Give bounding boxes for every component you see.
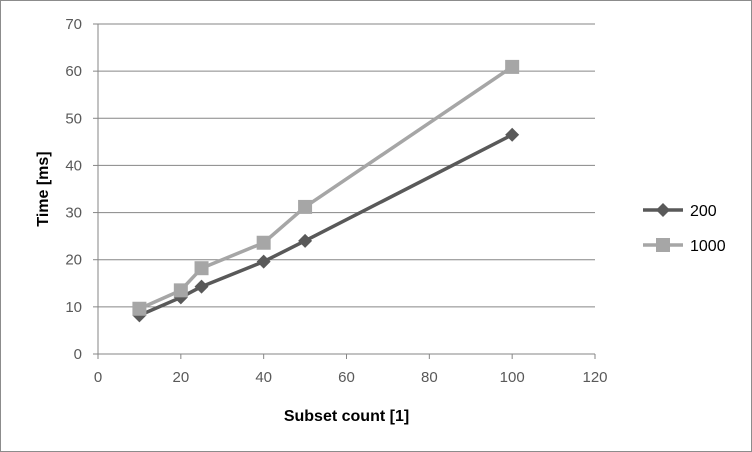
axes xyxy=(93,23,596,359)
y-tick-label: 60 xyxy=(65,63,82,80)
legend-marker xyxy=(656,203,670,217)
data-point-200 xyxy=(505,127,520,142)
y-tick-label: 30 xyxy=(65,205,82,222)
tick-labels: 0 10 20 30 40 50 60 70 0 20 40 60 80 100 120 xyxy=(65,16,607,386)
data-point-200 xyxy=(256,254,271,269)
data-point-1000 xyxy=(132,301,147,316)
data-point-200 xyxy=(194,279,209,294)
legend-label: 1000 xyxy=(690,238,726,255)
series-line-200 xyxy=(138,133,513,317)
x-tick-label: 20 xyxy=(172,369,189,386)
data-point-1000 xyxy=(298,199,313,214)
legend: 200 1000 xyxy=(643,203,726,255)
y-tick-label: 20 xyxy=(65,252,82,269)
x-tick-label: 80 xyxy=(421,369,438,386)
series-200 xyxy=(132,127,520,323)
data-point-1000 xyxy=(173,283,188,298)
legend-marker xyxy=(656,238,670,252)
data-point-1000 xyxy=(256,235,271,250)
y-tick-label: 70 xyxy=(65,16,82,33)
data-point-200 xyxy=(298,233,313,248)
x-tick-label: 120 xyxy=(582,369,607,386)
x-axis-title: Subset count [1] xyxy=(284,408,409,425)
x-tick-label: 100 xyxy=(500,369,525,386)
x-tick-label: 60 xyxy=(338,369,355,386)
x-tick-label: 40 xyxy=(255,369,272,386)
y-axis-title: Time [ms] xyxy=(35,151,52,226)
legend-item-200: 200 xyxy=(643,203,717,220)
y-tick-label: 10 xyxy=(65,299,82,316)
data-point-1000 xyxy=(505,59,520,74)
series-lines xyxy=(132,59,520,323)
series-1000 xyxy=(132,59,520,316)
y-tick-label: 50 xyxy=(65,110,82,127)
y-tick-label: 0 xyxy=(74,346,82,363)
gridlines xyxy=(98,23,595,308)
y-tick-label: 40 xyxy=(65,157,82,174)
x-tick-label: 0 xyxy=(94,369,102,386)
legend-label: 200 xyxy=(690,203,717,220)
data-point-1000 xyxy=(194,261,209,276)
legend-item-1000: 1000 xyxy=(643,238,726,255)
